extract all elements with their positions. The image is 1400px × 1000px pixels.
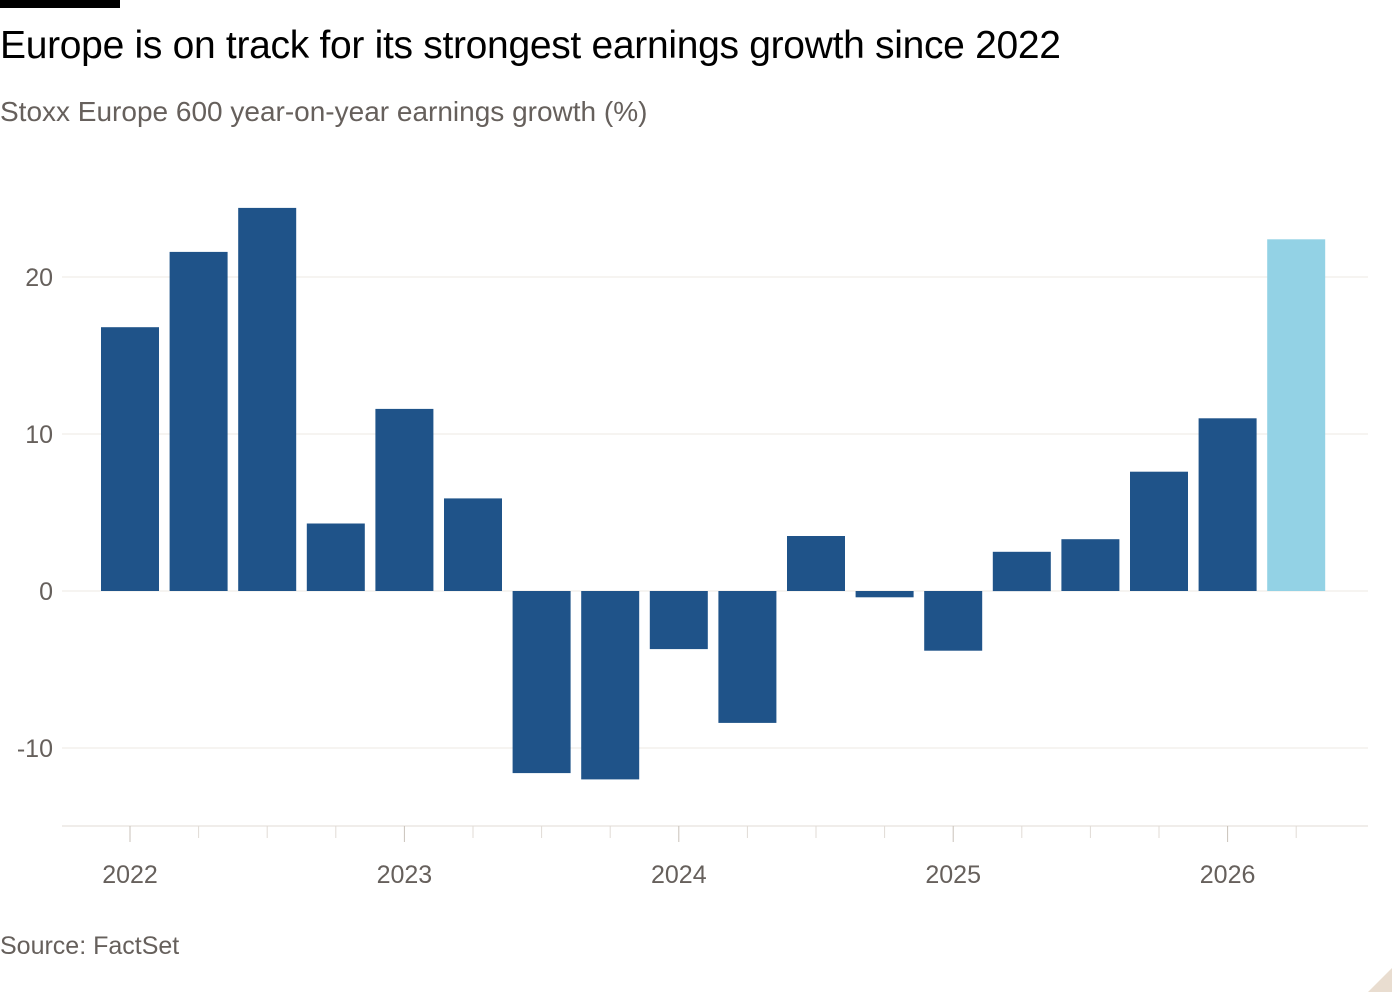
y-tick-label: 0 — [39, 578, 53, 606]
bar — [718, 591, 777, 723]
x-tick-label: 2022 — [102, 861, 158, 889]
y-tick-label: -10 — [17, 735, 53, 763]
bar — [101, 327, 159, 591]
bar — [169, 251, 228, 591]
bar — [512, 591, 571, 774]
y-tick-label: 10 — [25, 421, 53, 449]
bar — [855, 591, 914, 598]
bar — [238, 207, 297, 591]
y-axis-tick-labels: 20 10 0 -10 — [17, 264, 53, 763]
bar — [1198, 418, 1257, 591]
bar — [306, 523, 365, 591]
bars — [101, 207, 1326, 780]
bar — [649, 591, 708, 650]
y-tick-label: 20 — [25, 264, 53, 292]
x-tick-label: 2025 — [925, 861, 981, 889]
bar — [924, 591, 983, 651]
bar-forecast — [1267, 239, 1326, 592]
bar — [992, 551, 1051, 592]
x-tick-label: 2023 — [377, 861, 433, 889]
bar — [375, 408, 434, 591]
bar — [787, 536, 845, 591]
bar — [1130, 471, 1188, 591]
ft-top-bar — [0, 0, 120, 8]
source-note: Source: FactSet — [0, 932, 180, 960]
chart-subtitle: Stoxx Europe 600 year-on-year earnings g… — [0, 96, 648, 127]
corner-fold-mark — [1368, 968, 1392, 992]
bar — [1061, 539, 1120, 591]
chart-title: Europe is on track for its strongest ear… — [0, 24, 1061, 67]
bar — [581, 591, 640, 780]
x-tick-label: 2026 — [1200, 861, 1256, 889]
x-tick-label: 2024 — [651, 861, 707, 889]
bar — [444, 498, 502, 591]
x-axis: 2022 2023 2024 2025 2026 — [62, 825, 1368, 889]
